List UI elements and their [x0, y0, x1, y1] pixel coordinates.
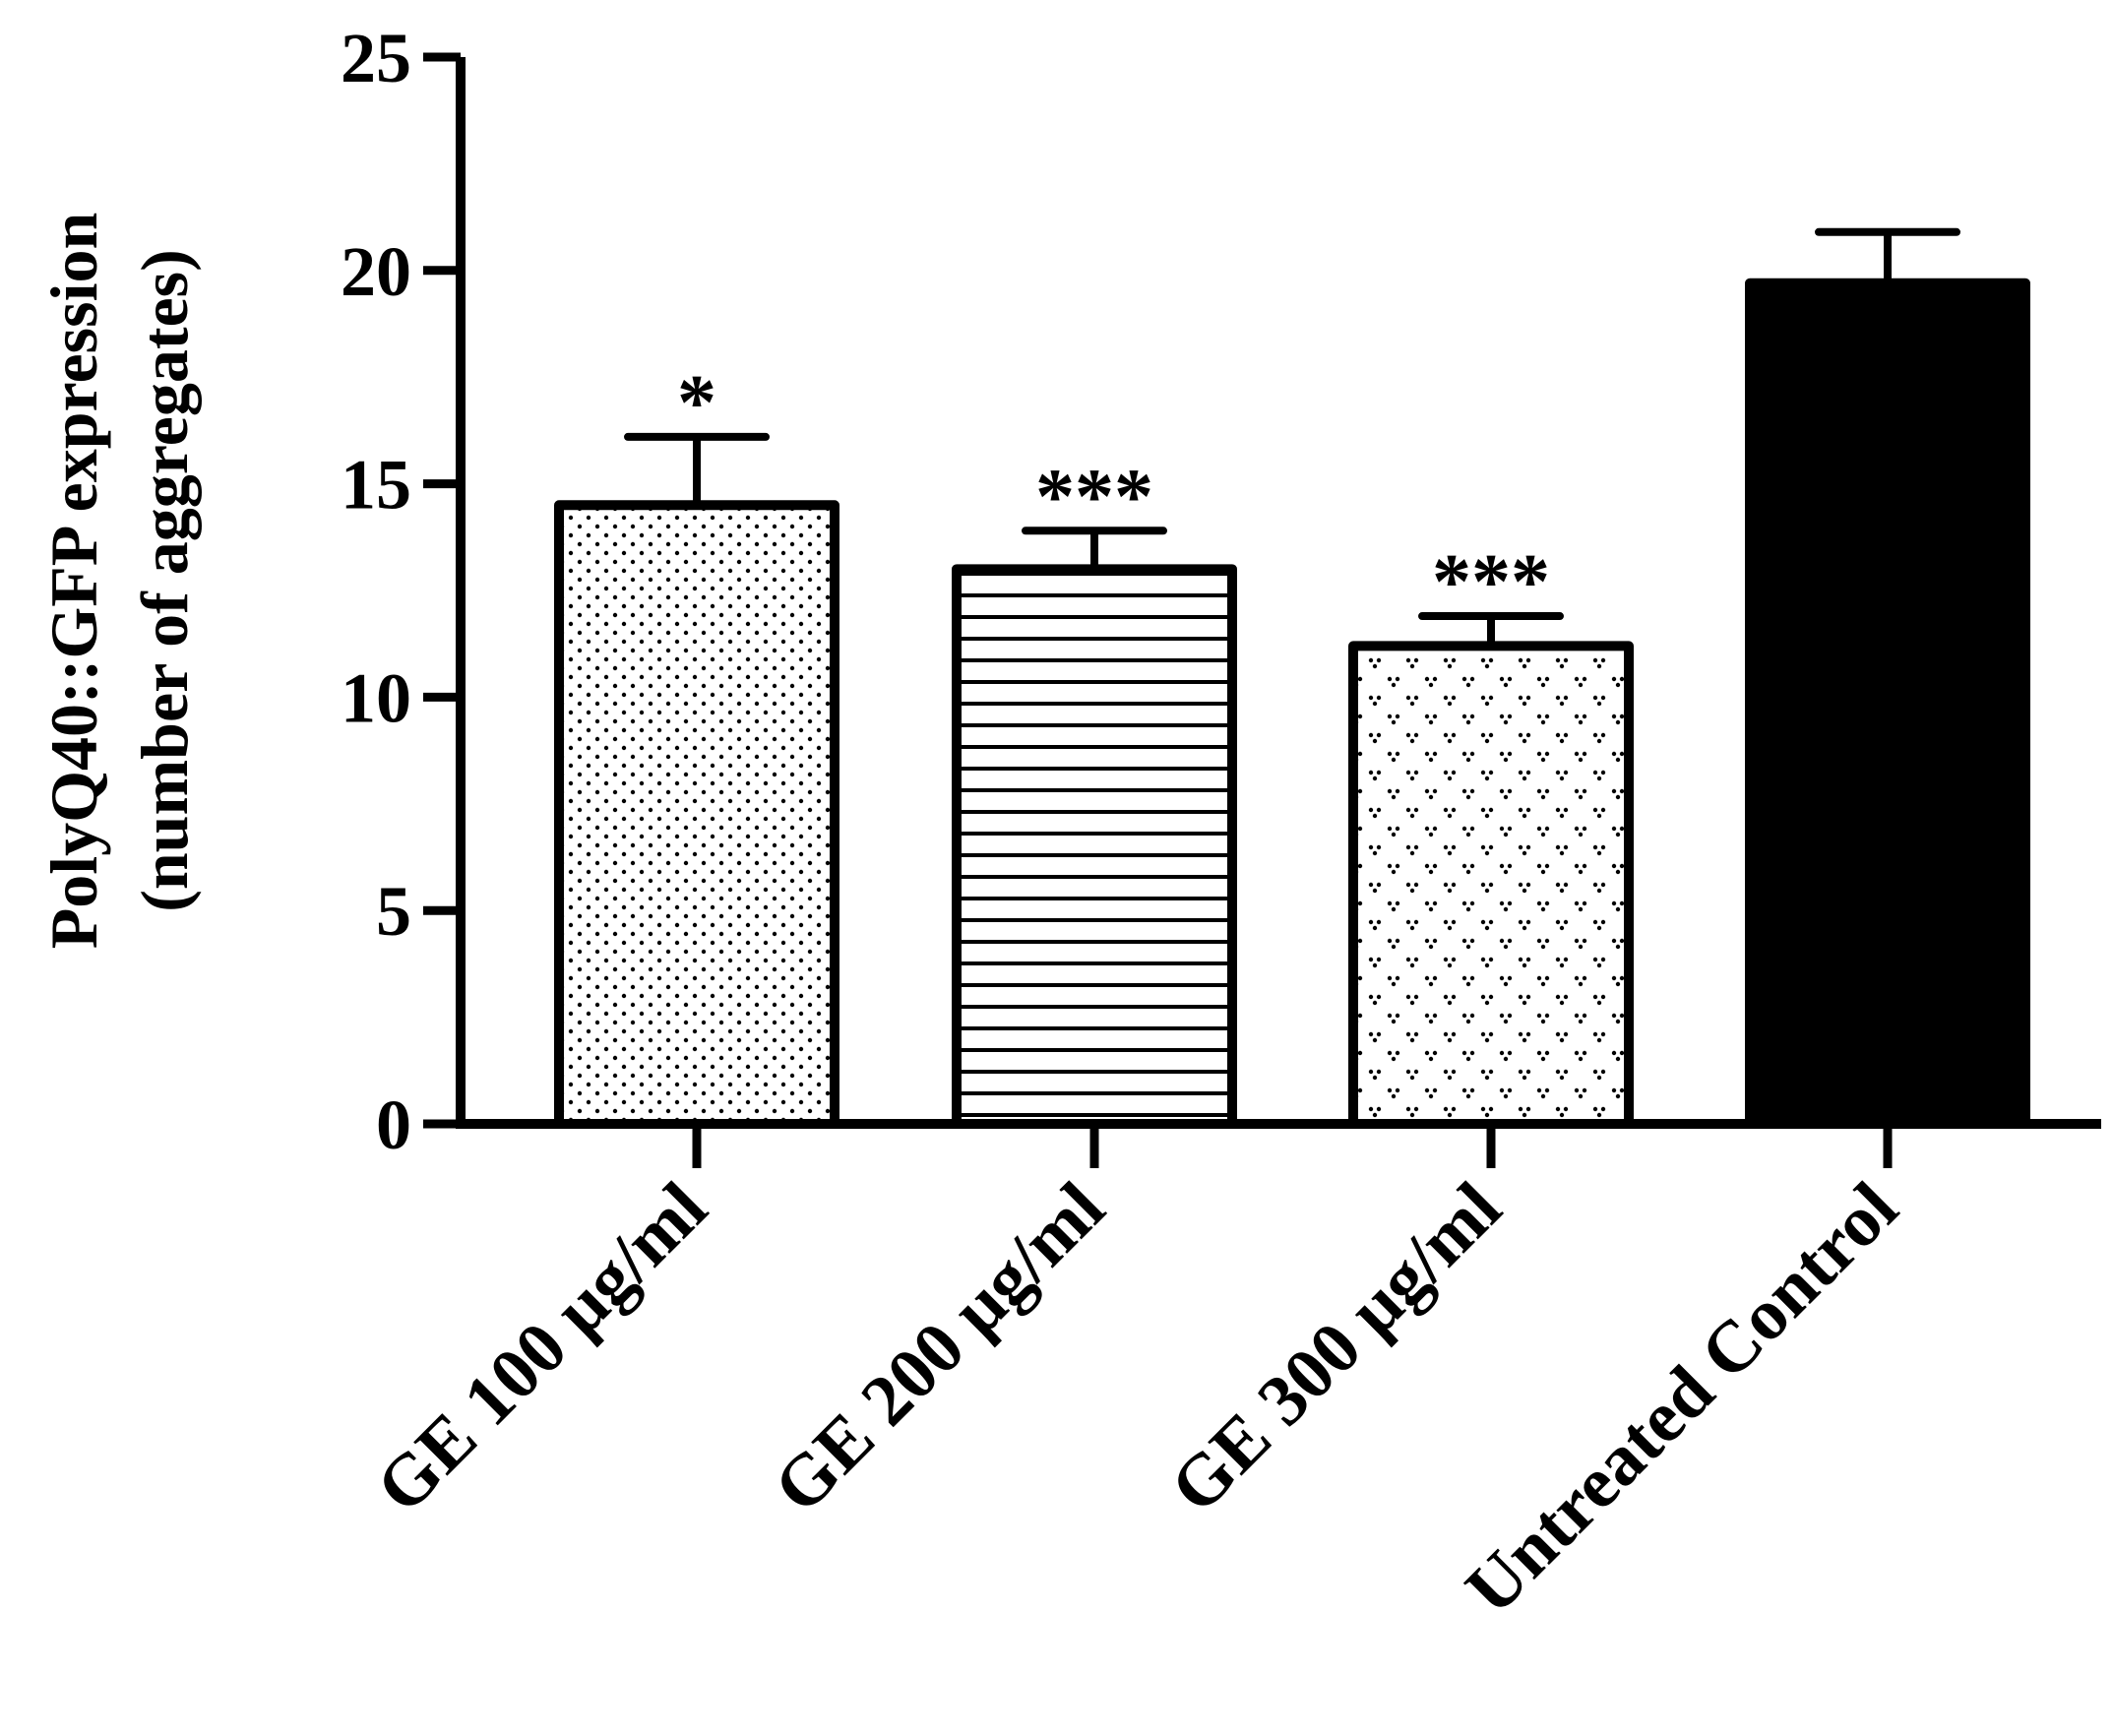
x-category-label: GE 200 µg/ml	[759, 1167, 1120, 1528]
bar	[554, 500, 839, 1129]
x-category-label: GE 100 µg/ml	[361, 1167, 722, 1528]
significance-label: ***	[1035, 454, 1153, 540]
y-tick-label: 20	[341, 232, 411, 311]
bar	[1745, 278, 2030, 1130]
x-category-label: Untreated Control	[1451, 1167, 1913, 1630]
bar	[952, 564, 1237, 1129]
bars	[554, 227, 2030, 1130]
y-axis-title-line2: (number of aggregates)	[127, 249, 202, 912]
y-tick-label: 5	[376, 872, 411, 951]
significance-label: ***	[1432, 539, 1550, 626]
bar	[1348, 641, 1634, 1129]
y-tick-label: 10	[341, 658, 411, 737]
significance-label: *	[677, 360, 716, 447]
y-tick-label: 25	[341, 19, 411, 97]
x-category-label: GE 300 µg/ml	[1155, 1167, 1517, 1528]
y-axis-title-line1: PolyQ40::GFP expression	[36, 213, 111, 950]
y-tick-label: 15	[341, 446, 411, 525]
y-tick-label: 0	[376, 1085, 411, 1164]
